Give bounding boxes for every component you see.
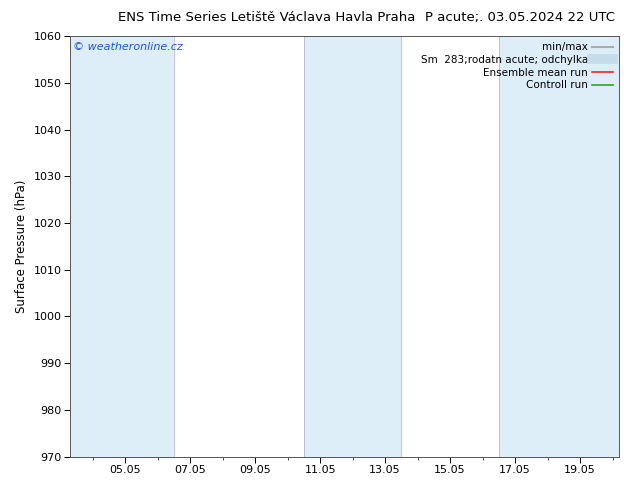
Text: © weatheronline.cz: © weatheronline.cz — [73, 43, 183, 52]
Legend: min/max, Sm  283;rodatn acute; odchylka, Ensemble mean run, Controll run: min/max, Sm 283;rodatn acute; odchylka, … — [417, 38, 617, 95]
Y-axis label: Surface Pressure (hPa): Surface Pressure (hPa) — [15, 180, 28, 313]
Bar — [70, 36, 174, 457]
Bar — [304, 36, 401, 457]
Bar — [499, 36, 619, 457]
Text: P acute;. 03.05.2024 22 UTC: P acute;. 03.05.2024 22 UTC — [425, 11, 615, 24]
Text: ENS Time Series Letiště Václava Havla Praha: ENS Time Series Letiště Václava Havla Pr… — [117, 11, 415, 24]
